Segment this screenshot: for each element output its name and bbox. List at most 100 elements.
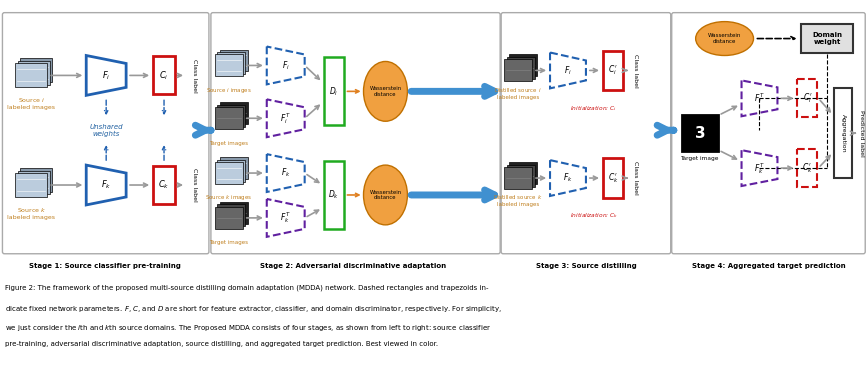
Bar <box>507 57 535 79</box>
Bar <box>220 157 247 179</box>
Text: Initialization: $C_k$: Initialization: $C_k$ <box>569 211 618 220</box>
Text: Predicted label: Predicted label <box>858 110 864 156</box>
Text: $D_i$: $D_i$ <box>329 85 339 98</box>
Text: Class label: Class label <box>193 168 197 202</box>
Ellipse shape <box>364 165 407 225</box>
Bar <box>20 168 52 192</box>
Text: $C_k$: $C_k$ <box>158 179 170 191</box>
Bar <box>215 55 243 77</box>
Bar <box>215 207 243 229</box>
Polygon shape <box>266 99 305 137</box>
Text: Aggregation: Aggregation <box>841 114 845 153</box>
Bar <box>18 170 49 195</box>
Text: Figure 2: The framework of the proposed multi-source distilling domain adaptatio: Figure 2: The framework of the proposed … <box>5 285 489 291</box>
Text: $C_k'$: $C_k'$ <box>608 171 618 185</box>
Polygon shape <box>741 150 778 186</box>
Bar <box>798 149 818 187</box>
Text: Wasserstein
distance: Wasserstein distance <box>708 33 741 44</box>
Text: dicate fixed network parameters. $F$, $C$, and $D$ are short for feature extract: dicate fixed network parameters. $F$, $C… <box>5 303 503 314</box>
Text: Domain
weight: Domain weight <box>812 32 842 45</box>
Bar <box>324 57 344 125</box>
Text: $F_k^T$: $F_k^T$ <box>280 210 291 225</box>
Bar <box>215 107 243 129</box>
Text: $\mathbf{3}$: $\mathbf{3}$ <box>694 125 706 141</box>
Bar <box>504 167 532 189</box>
Text: Source $k$ images: Source $k$ images <box>205 193 253 202</box>
Text: Target images: Target images <box>209 240 248 245</box>
Bar <box>603 51 623 90</box>
FancyBboxPatch shape <box>211 13 500 254</box>
Text: $F_k$: $F_k$ <box>281 167 291 179</box>
Text: $D_k$: $D_k$ <box>328 189 339 201</box>
Bar <box>603 158 623 198</box>
FancyBboxPatch shape <box>3 13 209 254</box>
Text: $F_k^T$: $F_k^T$ <box>754 161 765 176</box>
Text: Distilled source $i$
labeled images: Distilled source $i$ labeled images <box>494 86 542 100</box>
Text: Class label: Class label <box>634 54 638 87</box>
Text: Stage 2: Adversarial discriminative adaptation: Stage 2: Adversarial discriminative adap… <box>260 263 447 269</box>
Polygon shape <box>266 46 305 84</box>
Polygon shape <box>550 52 586 88</box>
Bar <box>220 202 247 224</box>
Bar <box>153 57 175 94</box>
Ellipse shape <box>364 61 407 121</box>
Bar <box>20 58 52 83</box>
Text: $F_k$: $F_k$ <box>563 172 573 184</box>
Bar <box>16 173 48 197</box>
Text: we just consider the $i$th and $k$th source domains. The Proposed MDDA consists : we just consider the $i$th and $k$th sou… <box>5 322 491 333</box>
Polygon shape <box>741 80 778 116</box>
Bar <box>507 165 535 187</box>
Text: Source $k$
labeled images: Source $k$ labeled images <box>7 206 56 220</box>
Text: Wasserstein
distance: Wasserstein distance <box>370 86 402 97</box>
Bar <box>801 24 853 54</box>
Text: pre-training, adversarial discriminative adaptation, source distilling, and aggr: pre-training, adversarial discriminative… <box>5 342 438 348</box>
Bar <box>217 204 246 226</box>
Text: Distilled source $k$
labeled images: Distilled source $k$ labeled images <box>493 193 542 207</box>
Text: $C_i'$: $C_i'$ <box>803 92 812 105</box>
Text: Wasserstein
distance: Wasserstein distance <box>370 190 402 201</box>
Text: $F_k$: $F_k$ <box>101 179 111 191</box>
Bar <box>324 161 344 229</box>
Bar <box>18 61 49 85</box>
Text: Source $i$ images: Source $i$ images <box>206 86 252 95</box>
Text: $F_i$: $F_i$ <box>282 59 290 72</box>
Text: $C_i$: $C_i$ <box>160 69 168 82</box>
Text: $F_i$: $F_i$ <box>102 69 110 82</box>
Bar <box>217 105 246 127</box>
Bar <box>215 162 243 184</box>
Text: Initialization: $C_i$: Initialization: $C_i$ <box>570 104 617 113</box>
Bar <box>217 159 246 182</box>
Polygon shape <box>266 154 305 192</box>
Polygon shape <box>550 160 586 196</box>
Bar <box>510 55 537 77</box>
Bar <box>834 88 852 178</box>
Text: Stage 3: Source distilling: Stage 3: Source distilling <box>536 263 636 269</box>
Text: $C_i'$: $C_i'$ <box>608 64 617 77</box>
Bar <box>798 80 818 117</box>
Bar <box>153 166 175 204</box>
Bar <box>16 63 48 87</box>
Text: $F_i$: $F_i$ <box>564 64 572 77</box>
FancyBboxPatch shape <box>501 13 671 254</box>
Bar <box>504 60 532 81</box>
Text: Stage 1: Source classifier pre-training: Stage 1: Source classifier pre-training <box>30 263 181 269</box>
Bar <box>220 49 247 71</box>
Bar <box>220 102 247 124</box>
Polygon shape <box>86 55 126 95</box>
FancyBboxPatch shape <box>672 13 865 254</box>
Polygon shape <box>266 199 305 237</box>
Text: Target image: Target image <box>681 156 719 161</box>
Text: $C_k'$: $C_k'$ <box>802 161 812 175</box>
Bar <box>217 52 246 74</box>
Text: Class label: Class label <box>634 161 638 195</box>
Text: Stage 4: Aggregated target prediction: Stage 4: Aggregated target prediction <box>692 263 845 269</box>
Text: Source $i$
labeled images: Source $i$ labeled images <box>7 97 56 110</box>
Text: $F_i^T$: $F_i^T$ <box>280 111 291 126</box>
Text: $F_i^T$: $F_i^T$ <box>754 91 765 106</box>
Bar <box>681 115 718 151</box>
Text: Class label: Class label <box>193 58 197 92</box>
Text: Unshared
weights: Unshared weights <box>89 124 123 137</box>
Bar <box>510 162 537 184</box>
Ellipse shape <box>695 21 753 55</box>
Polygon shape <box>86 165 126 205</box>
